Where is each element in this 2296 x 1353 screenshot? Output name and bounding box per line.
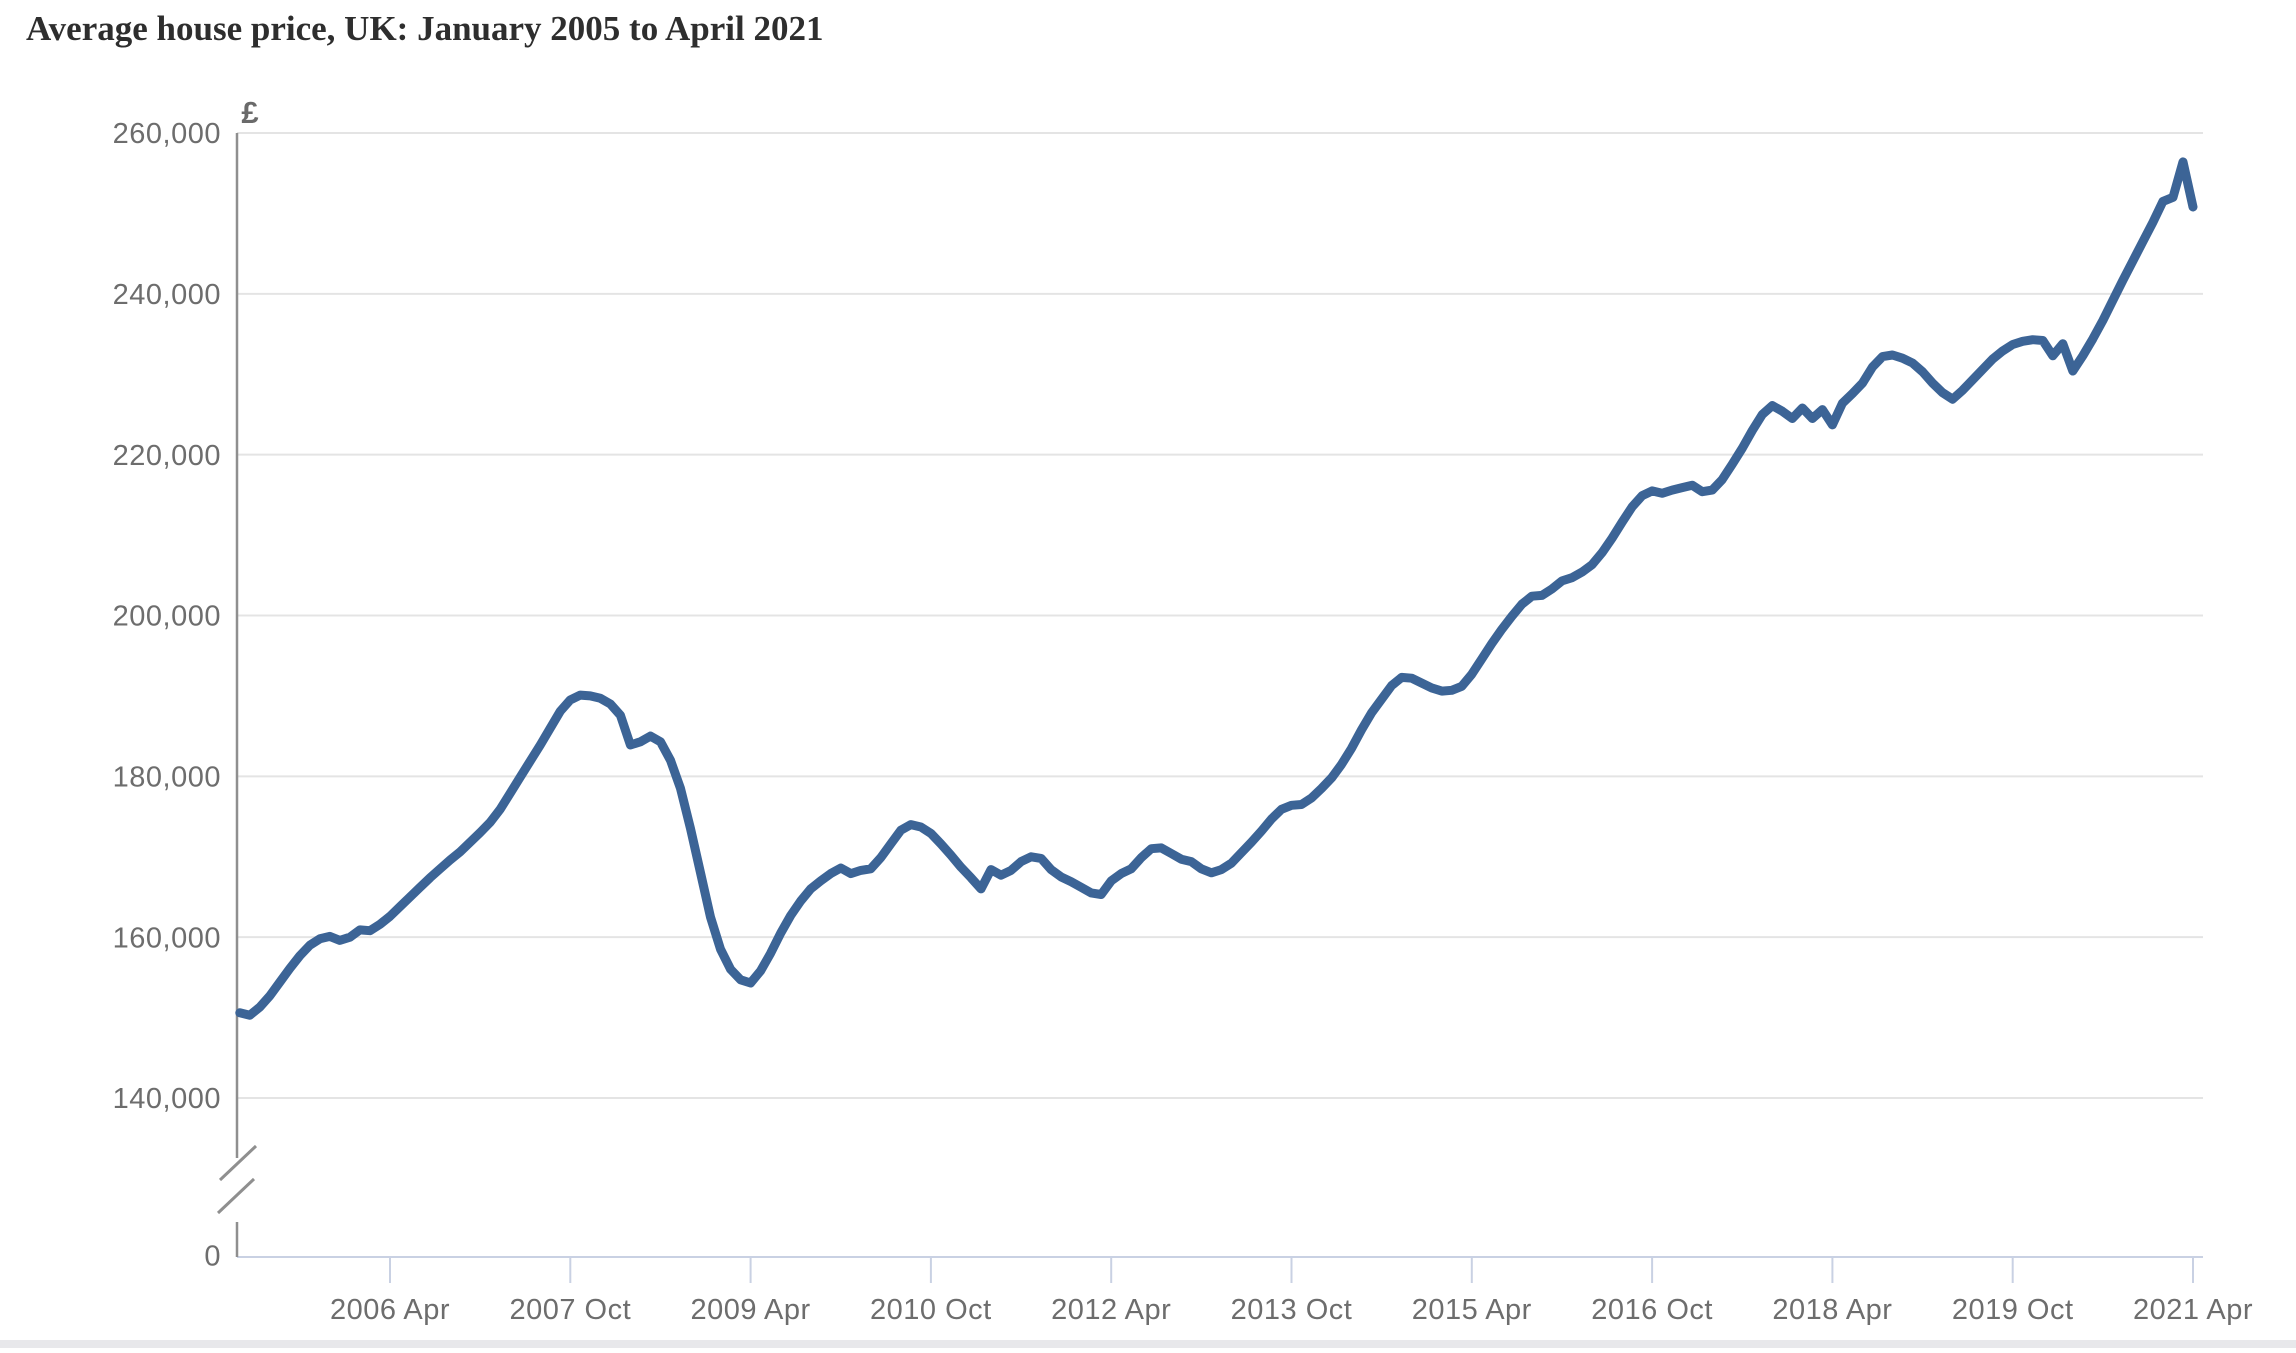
axes [216, 133, 2203, 1283]
x-tick-label: 2018 Apr [1772, 1294, 1892, 1326]
x-tick-label: 2016 Oct [1591, 1294, 1713, 1326]
x-tick-label: 2013 Oct [1231, 1294, 1353, 1326]
page-bottom-divider [0, 1340, 2296, 1348]
x-tick-label: 2007 Oct [509, 1294, 631, 1326]
axis-labels: 260,000 240,000 220,000 200,000 180,000 160,0… [113, 118, 2253, 1326]
y-tick-label: 180,000 [113, 761, 221, 793]
house-price-line [235, 157, 2198, 1020]
y-tick-label: 260,000 [113, 118, 221, 150]
x-tick-label: 2019 Oct [1952, 1294, 2074, 1326]
y-tick-label: 200,000 [113, 601, 221, 633]
y-tick-label: 140,000 [113, 1083, 221, 1115]
axis-break-icon [218, 1144, 258, 1182]
x-tick-label: 2010 Oct [870, 1294, 992, 1326]
x-tick-label: 2006 Apr [330, 1294, 450, 1326]
gridlines [237, 132, 2203, 1099]
y-tick-label: 220,000 [113, 440, 221, 472]
y-tick-label: 240,000 [113, 279, 221, 311]
x-tick-label: 2012 Apr [1051, 1294, 1171, 1326]
y-tick-label: 160,000 [113, 922, 221, 954]
x-tick-label: 2009 Apr [691, 1294, 811, 1326]
y-axis-unit-label: £ [241, 95, 258, 130]
y-tick-label-zero: 0 [204, 1241, 221, 1273]
axis-break-icon [216, 1177, 256, 1215]
x-tick-label: 2015 Apr [1412, 1294, 1532, 1326]
x-tick-label: 2021 Apr [2133, 1294, 2253, 1326]
chart-title: Average house price, UK: January 2005 to… [26, 9, 823, 48]
